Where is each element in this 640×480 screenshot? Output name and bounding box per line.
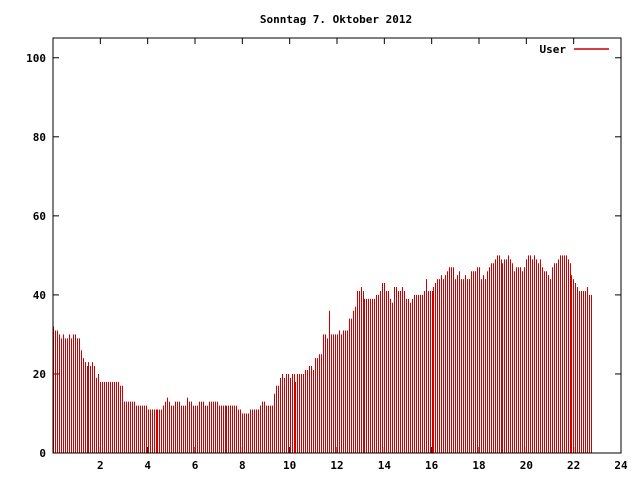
y-tick-label: 40 [33,289,46,302]
x-tick-label: 20 [520,459,533,472]
x-tick-label: 12 [330,459,343,472]
y-tick-label: 100 [26,52,46,65]
plot-frame [52,37,622,454]
x-tick-label: 8 [239,459,246,472]
legend: User [540,43,609,56]
y-tick-label: 80 [33,131,46,144]
x-tick-label: 24 [614,459,628,472]
chart-title: Sonntag 7. Oktober 2012 [260,13,412,26]
bars [53,255,592,453]
x-tick-label: 2 [97,459,104,472]
x-tick-label: 16 [425,459,439,472]
x-tick-label: 14 [378,459,392,472]
y-tick-label: 60 [33,210,46,223]
x-tick-label: 22 [567,459,580,472]
x-tick-label: 10 [283,459,296,472]
legend-label: User [540,43,567,56]
y-tick-label: 0 [39,447,46,460]
x-tick-label: 6 [192,459,199,472]
x-tick-label: 18 [472,459,485,472]
y-tick-label: 20 [33,368,46,381]
x-tick-label: 4 [144,459,151,472]
